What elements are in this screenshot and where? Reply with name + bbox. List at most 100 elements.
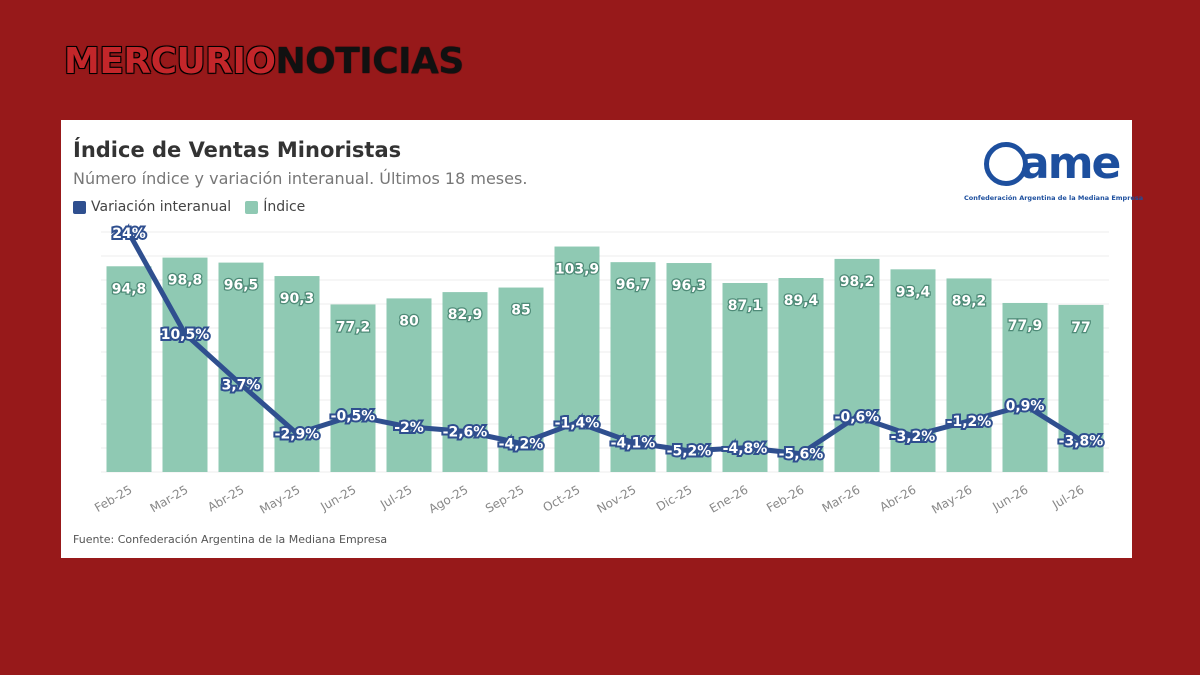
x-tick-label: Nov-25: [595, 482, 639, 515]
bar-value-label: 82,9: [448, 307, 483, 323]
legend-item-index: Índice: [245, 199, 305, 215]
line-value-label: 0,9%: [1006, 398, 1045, 414]
line-value-label: -2%: [394, 420, 424, 436]
bar-value-label: 96,7: [616, 277, 651, 293]
line-point: [1077, 436, 1085, 444]
legend-item-variation: Variación interanual: [73, 199, 231, 215]
line-point: [517, 439, 525, 447]
line-value-label: -5,2%: [667, 444, 712, 460]
x-tick-label: Jun-25: [317, 482, 358, 514]
bar-oct-25: [554, 246, 600, 472]
x-tick-label: Jun-26: [989, 482, 1030, 514]
bar-jun-26: [1002, 302, 1048, 472]
line-value-label: 24%: [112, 226, 146, 242]
variation-line: [126, 230, 1084, 457]
legend-label-index: Índice: [263, 199, 306, 215]
bar-value-label: 77: [1071, 320, 1090, 336]
bar-value-label: 96,5: [224, 278, 259, 294]
line-point: [461, 427, 469, 435]
line-value-label: 10,5%: [161, 327, 210, 343]
bar-ene-26: [722, 282, 768, 472]
line-point: [405, 423, 413, 431]
line-point: [853, 412, 861, 420]
bar-value-label: 98,2: [840, 274, 875, 290]
bar-abr-25: [218, 262, 264, 472]
line-value-label: -1,2%: [947, 414, 992, 430]
line-point: [629, 439, 637, 447]
line-value-label: -0,5%: [331, 409, 376, 425]
bar-ago-25: [442, 292, 488, 472]
bar-value-label: 77,2: [336, 319, 371, 335]
line-point: [685, 447, 693, 455]
bar-may-25: [274, 276, 320, 472]
x-tick-label: Jul-26: [1049, 482, 1086, 512]
x-tick-label: Sep-25: [483, 482, 527, 515]
line-value-label: -3,2%: [891, 429, 936, 445]
bar-value-label: 96,3: [672, 278, 707, 294]
line-value-label: -4,2%: [499, 436, 544, 452]
bar-jun-25: [330, 304, 376, 472]
line-point: [741, 444, 749, 452]
x-tick-label: Ago-25: [426, 482, 470, 516]
line-point: [181, 330, 189, 338]
x-tick-label: Jul-25: [377, 482, 414, 512]
x-tick-label: Feb-26: [764, 482, 806, 515]
bar-value-label: 85: [511, 303, 530, 319]
line-point: [797, 450, 805, 458]
x-tick-label: Ene-26: [707, 482, 751, 515]
line-value-label: -5,6%: [779, 447, 824, 463]
line-value-label: 3,7%: [222, 377, 261, 393]
bar-value-label: 87,1: [728, 298, 763, 314]
bar-feb-26: [778, 278, 824, 472]
brand-part1: MERCURIO: [64, 41, 276, 82]
bar-value-label: 98,8: [168, 273, 203, 289]
x-tick-label: Mar-25: [148, 482, 191, 515]
bar-feb-25: [106, 266, 152, 472]
logo-c-ring: [984, 142, 1028, 186]
legend-swatch-line: [73, 200, 86, 214]
line-value-label: -4,8%: [723, 441, 768, 457]
bar-value-label: 89,4: [784, 293, 819, 309]
chart-source: Fuente: Confederación Argentina de la Me…: [73, 533, 388, 546]
bar-value-label: 103,9: [555, 262, 599, 278]
came-logo: ame Confederación Argentina de la Median…: [964, 138, 1143, 208]
line-point: [909, 432, 917, 440]
bar-may-26: [946, 278, 992, 472]
chart-subtitle: Número índice y variación interanual. Úl…: [73, 169, 528, 188]
chart-plot: 94,8 98,8 96,5 90,3 77,2 80 82,9 85 103,9 96,7 96,…: [92, 224, 1109, 517]
bar-value-label: 89,2: [952, 293, 987, 309]
line-value-label: -4,1%: [611, 436, 656, 452]
x-tick-label: Mar-26: [820, 482, 863, 515]
line-value-label: -2,9%: [275, 427, 320, 443]
line-point: [293, 430, 301, 438]
logo-mark: ame: [1020, 138, 1121, 189]
line-point: [349, 412, 357, 420]
x-tick-label: Feb-25: [92, 482, 134, 515]
x-tick-label: May-25: [257, 482, 302, 516]
line-value-label: -3,8%: [1059, 433, 1104, 449]
chart-card: Índice de Ventas Minoristas Número índic…: [61, 120, 1143, 558]
chart-title: Índice de Ventas Minoristas: [73, 138, 402, 162]
line-point: [237, 380, 245, 388]
line-value-label: -0,6%: [835, 409, 880, 425]
bar-value-label: 80: [399, 313, 419, 329]
x-tick-label: Oct-25: [541, 482, 583, 514]
line-point: [125, 229, 133, 237]
x-tick-label: May-26: [929, 482, 974, 516]
bar-jul-25: [386, 298, 432, 472]
x-tick-label: Abr-25: [205, 482, 246, 514]
line-point: [1021, 401, 1029, 409]
legend-swatch-bar: [245, 200, 259, 214]
bar-dic-25: [666, 263, 712, 472]
line-point: [965, 417, 973, 425]
bar-value-label: 94,8: [112, 281, 147, 297]
line-value-label: -1,4%: [555, 415, 600, 431]
x-tick-label: Abr-26: [877, 482, 918, 514]
line-point: [573, 418, 581, 426]
logo-subtitle: Confederación Argentina de la Mediana Em…: [964, 194, 1144, 202]
brand-part2: NOTICIAS: [275, 41, 465, 82]
brand-logo: MERCURIONOTICIAS: [64, 38, 464, 86]
legend-label-variation: Variación interanual: [91, 199, 232, 215]
bar-value-label: 77,9: [1008, 318, 1043, 334]
chart-legend: Variación interanual Índice: [73, 199, 319, 215]
